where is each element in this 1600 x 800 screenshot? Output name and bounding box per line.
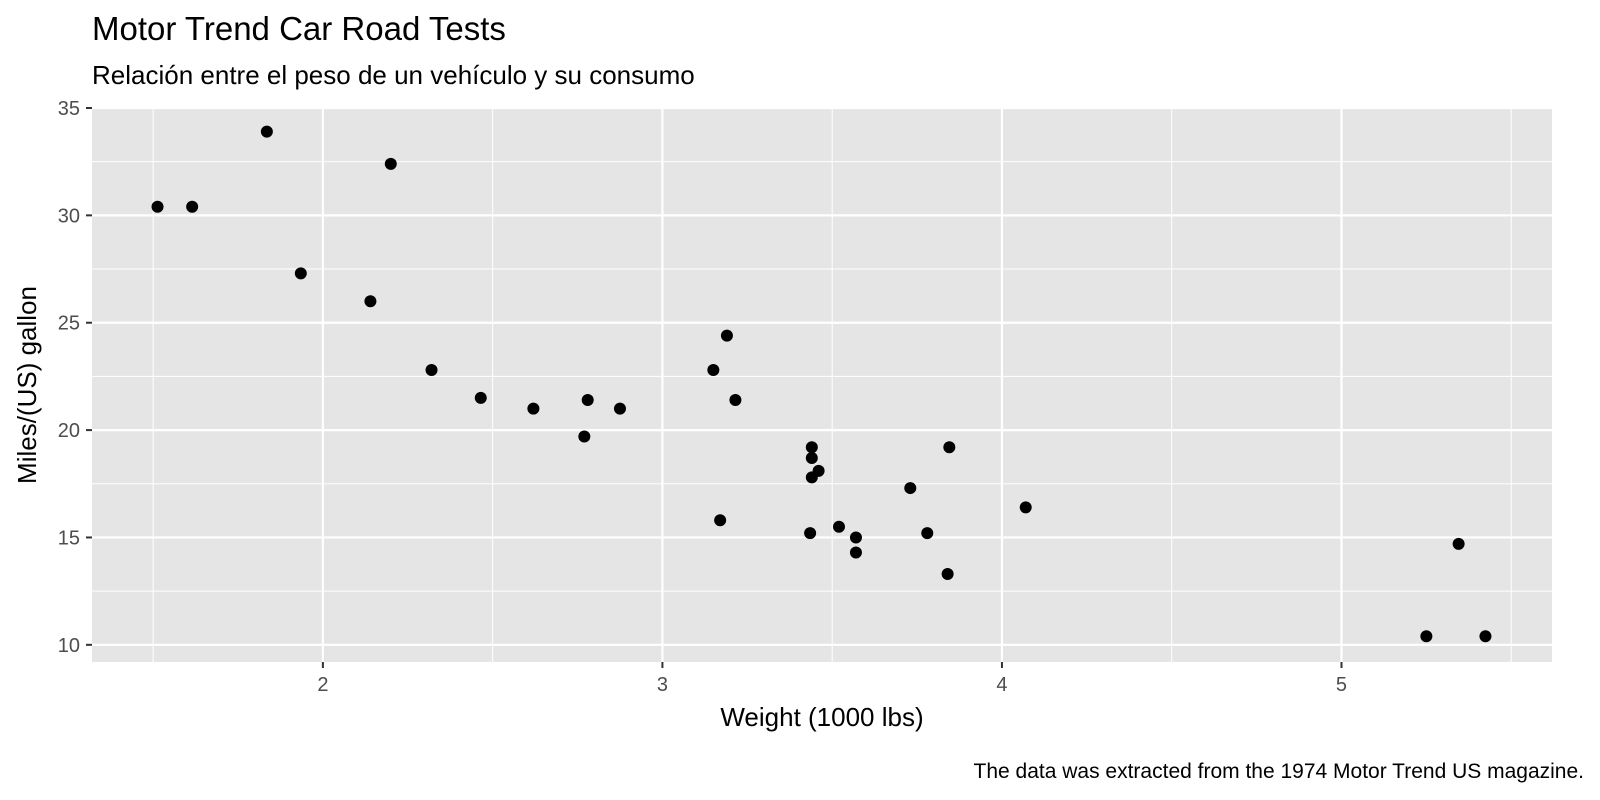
- x-tick-label: 4: [996, 674, 1007, 696]
- y-tick-label: 15: [58, 527, 80, 549]
- chart-subtitle: Relación entre el peso de un vehículo y …: [92, 60, 695, 90]
- x-tick-label: 2: [317, 674, 328, 696]
- data-point: [904, 482, 917, 495]
- data-point: [294, 267, 307, 280]
- chart-title: Motor Trend Car Road Tests: [92, 10, 506, 47]
- data-point: [849, 546, 862, 559]
- data-point: [613, 402, 626, 415]
- data-point: [729, 394, 742, 407]
- y-tick-label: 25: [58, 313, 80, 335]
- data-point: [384, 157, 397, 170]
- minor-gridlines: [92, 108, 1552, 662]
- y-axis-title: Miles/(US) gallon: [12, 286, 42, 484]
- data-point: [714, 514, 727, 527]
- chart-caption: The data was extracted from the 1974 Mot…: [973, 760, 1584, 783]
- data-point: [151, 200, 164, 213]
- y-tick-label: 20: [58, 420, 80, 442]
- tick-labels: 2 3 4 5 10 15 20 25 30 35: [58, 98, 1347, 696]
- data-point: [1019, 501, 1032, 514]
- data-points: [151, 125, 1492, 643]
- data-point: [186, 200, 199, 213]
- data-point: [804, 527, 817, 540]
- y-tick-label: 30: [58, 205, 80, 227]
- data-point: [805, 471, 818, 484]
- data-point: [527, 402, 540, 415]
- y-tick-label: 10: [58, 635, 80, 657]
- data-point: [943, 441, 956, 454]
- x-tick-label: 3: [657, 674, 668, 696]
- data-point: [849, 531, 862, 544]
- axis-ticks: [86, 107, 1343, 668]
- data-point: [941, 567, 954, 580]
- data-point: [1452, 537, 1465, 550]
- data-point: [921, 527, 934, 540]
- data-point: [1420, 630, 1433, 643]
- data-point: [260, 125, 273, 138]
- data-point: [364, 295, 377, 308]
- data-point: [805, 441, 818, 454]
- data-point: [425, 363, 438, 376]
- data-point: [832, 520, 845, 533]
- data-point: [474, 391, 487, 404]
- x-tick-label: 5: [1336, 674, 1347, 696]
- data-point: [1479, 630, 1492, 643]
- y-tick-label: 35: [58, 98, 80, 120]
- data-point: [581, 394, 594, 407]
- data-point: [707, 363, 720, 376]
- major-gridlines: [92, 106, 1552, 662]
- data-point: [805, 452, 818, 465]
- data-point: [578, 430, 591, 443]
- data-point: [720, 329, 733, 342]
- plot-panel: [92, 108, 1552, 662]
- x-axis-title: Weight (1000 lbs): [720, 702, 923, 732]
